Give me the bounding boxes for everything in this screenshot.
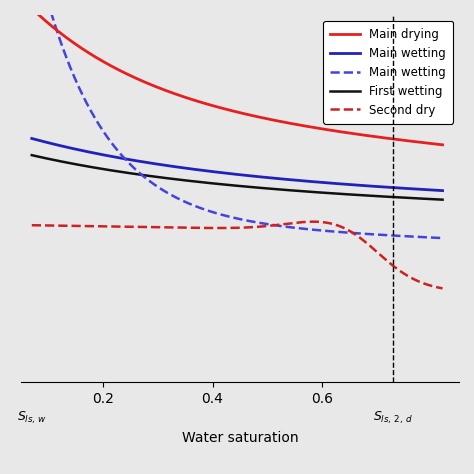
X-axis label: Water saturation: Water saturation xyxy=(182,431,298,445)
Legend: Main drying, Main wetting, Main wetting, First wetting, Second dry: Main drying, Main wetting, Main wetting,… xyxy=(323,21,453,124)
Text: $S_{ls,\,w}$: $S_{ls,\,w}$ xyxy=(17,410,47,426)
Text: $S_{ls,\,2,\,d}$: $S_{ls,\,2,\,d}$ xyxy=(374,410,413,426)
